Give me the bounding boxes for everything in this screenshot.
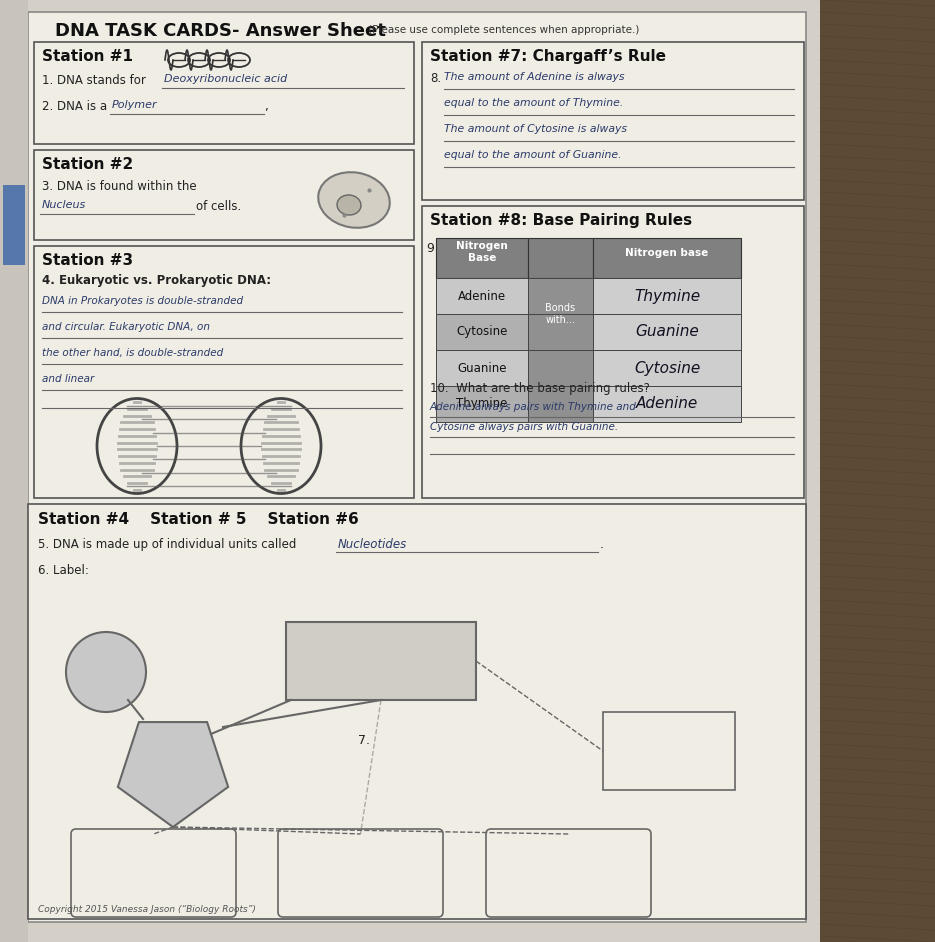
Text: 10.  What are the base pairing rules?: 10. What are the base pairing rules? [430,382,650,395]
Text: Thymine: Thymine [634,288,700,303]
Text: Station #3: Station #3 [42,253,133,268]
FancyBboxPatch shape [422,206,804,498]
FancyBboxPatch shape [528,238,593,278]
Text: Station #1: Station #1 [42,49,133,64]
Text: Nitrogen
Base: Nitrogen Base [456,241,508,264]
Text: and circular. Eukaryotic DNA, on: and circular. Eukaryotic DNA, on [42,322,210,332]
Text: 8.: 8. [430,72,441,85]
Text: of cells.: of cells. [196,200,241,213]
Text: Cytosine always pairs with Guanine.: Cytosine always pairs with Guanine. [430,422,618,432]
Text: Copyright 2015 Vanessa Jason (“Biology Roots”): Copyright 2015 Vanessa Jason (“Biology R… [38,905,256,914]
FancyBboxPatch shape [593,314,741,350]
Text: Adenine: Adenine [458,289,506,302]
FancyBboxPatch shape [278,829,443,917]
FancyBboxPatch shape [34,246,414,498]
Text: 1. DNA stands for: 1. DNA stands for [42,74,146,87]
Polygon shape [118,723,228,827]
FancyBboxPatch shape [71,829,236,917]
Text: .: . [600,538,604,551]
Text: The amount of Adenine is always: The amount of Adenine is always [444,72,625,82]
Text: equal to the amount of Thymine.: equal to the amount of Thymine. [444,98,624,108]
Text: DNA TASK CARDS- Answer Sheet: DNA TASK CARDS- Answer Sheet [55,22,386,40]
Text: equal to the amount of Guanine.: equal to the amount of Guanine. [444,150,622,160]
FancyBboxPatch shape [286,622,476,700]
FancyBboxPatch shape [593,350,741,386]
FancyBboxPatch shape [820,0,935,942]
Text: 4. Eukaryotic vs. Prokaryotic DNA:: 4. Eukaryotic vs. Prokaryotic DNA: [42,274,271,287]
FancyBboxPatch shape [593,238,741,278]
Text: Thymine: Thymine [456,398,508,411]
Text: the other hand, is double-stranded: the other hand, is double-stranded [42,348,223,358]
FancyBboxPatch shape [436,350,528,386]
FancyBboxPatch shape [0,0,28,942]
FancyBboxPatch shape [528,278,593,314]
Text: Station #2: Station #2 [42,157,134,172]
FancyBboxPatch shape [3,185,25,265]
FancyBboxPatch shape [528,386,593,422]
Text: Polymer: Polymer [112,100,158,110]
Text: 7.: 7. [358,734,370,747]
Text: Station #4    Station # 5    Station #6: Station #4 Station # 5 Station #6 [38,512,359,527]
FancyBboxPatch shape [528,350,593,386]
FancyBboxPatch shape [436,278,528,314]
Text: Nucleotides: Nucleotides [338,538,408,551]
Text: 3. DNA is found within the: 3. DNA is found within the [42,180,196,193]
Text: Adenine always pairs with Thymine and: Adenine always pairs with Thymine and [430,402,637,412]
FancyBboxPatch shape [528,314,593,350]
Text: and linear: and linear [42,374,94,384]
Text: Adenine: Adenine [636,397,698,412]
Text: 6. Label:: 6. Label: [38,564,89,577]
Text: Deoxyribonucleic acid: Deoxyribonucleic acid [164,74,287,84]
FancyBboxPatch shape [34,42,414,144]
FancyBboxPatch shape [28,12,806,922]
Text: Station #7: Chargaff’s Rule: Station #7: Chargaff’s Rule [430,49,666,64]
FancyBboxPatch shape [603,712,735,790]
Text: DNA in Prokaryotes is double-stranded: DNA in Prokaryotes is double-stranded [42,296,243,306]
Text: ,: , [264,100,267,113]
Text: Cytosine: Cytosine [456,326,508,338]
FancyBboxPatch shape [593,278,741,314]
Text: Nitrogen base: Nitrogen base [626,248,709,258]
Text: (Please use complete sentences when appropriate.): (Please use complete sentences when appr… [365,25,640,35]
FancyBboxPatch shape [486,829,651,917]
FancyBboxPatch shape [593,386,741,422]
Text: Guanine: Guanine [635,324,698,339]
Text: 9: 9 [426,242,434,255]
Text: Cytosine: Cytosine [634,361,700,376]
Ellipse shape [318,172,390,228]
Text: 5. DNA is made up of individual units called: 5. DNA is made up of individual units ca… [38,538,296,551]
FancyBboxPatch shape [34,150,414,240]
Text: Nucleus: Nucleus [42,200,86,210]
Text: 2. DNA is a: 2. DNA is a [42,100,108,113]
Text: Guanine: Guanine [457,362,507,375]
FancyBboxPatch shape [436,386,528,422]
Text: Station #8: Base Pairing Rules: Station #8: Base Pairing Rules [430,213,692,228]
Circle shape [66,632,146,712]
FancyBboxPatch shape [28,504,806,919]
FancyBboxPatch shape [422,42,804,200]
Text: The amount of Cytosine is always: The amount of Cytosine is always [444,124,627,134]
FancyBboxPatch shape [436,238,528,278]
FancyBboxPatch shape [0,0,820,942]
Text: Bonds
with...: Bonds with... [545,303,576,325]
Ellipse shape [337,195,361,215]
FancyBboxPatch shape [436,314,528,350]
